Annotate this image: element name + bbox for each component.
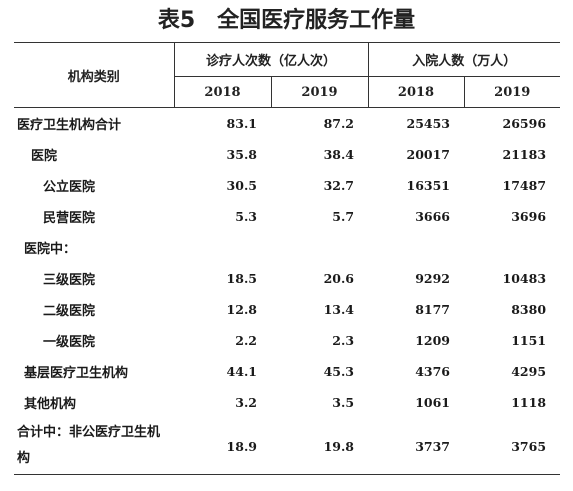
cell-visits-2018: 44.1 — [226, 364, 257, 379]
year-header-visits-2019: 2019 — [270, 76, 369, 108]
cell-admissions-2019: 4295 — [511, 364, 547, 379]
row-label: 医疗卫生机构合计 — [17, 118, 122, 133]
table-row: 一级医院 2.2 2.3 1209 1151 — [14, 325, 560, 356]
cell-admissions-2019: 1151 — [511, 333, 547, 348]
cell-admissions-2019: 1118 — [511, 395, 547, 410]
cell-admissions-2018: 25453 — [406, 116, 451, 131]
cell-admissions-2019: 8380 — [511, 302, 547, 317]
cell-admissions-2019: 3765 — [464, 418, 561, 475]
table-row: 民营医院 5.3 5.7 3666 3696 — [14, 201, 560, 232]
cell-admissions-2019 — [464, 232, 560, 263]
cell-admissions-2018: 20017 — [406, 147, 451, 162]
cell-visits-2018: 3.2 — [235, 395, 257, 410]
cell-admissions-2018: 3737 — [368, 418, 465, 475]
cell-admissions-2018: 9292 — [415, 271, 451, 286]
cell-visits-2018: 12.8 — [226, 302, 257, 317]
table-row: 医疗卫生机构合计 83.1 87.2 25453 26596 — [14, 108, 560, 140]
cell-visits-2018: 83.1 — [226, 116, 257, 131]
cell-admissions-2018: 3666 — [415, 209, 451, 224]
year-header-admissions-2019: 2019 — [463, 76, 561, 108]
row-label: 基层医疗卫生机构 — [24, 366, 129, 381]
year-header-visits-2018: 2018 — [173, 76, 271, 108]
medical-services-table: 机构类别 诊疗人次数（亿人次） 入院人数（万人） 2018 2019 2018 … — [14, 42, 561, 475]
cell-admissions-2018 — [368, 232, 464, 263]
cell-visits-2018: 18.5 — [226, 271, 257, 286]
cell-visits-2018: 18.9 — [174, 418, 271, 475]
cell-visits-2019: 13.4 — [323, 302, 355, 317]
admissions-group-header: 入院人数（万人） — [367, 42, 561, 77]
cell-visits-2018: 5.3 — [235, 209, 257, 224]
table-row: 医院中： — [14, 232, 560, 263]
table-row: 公立医院 30.5 32.7 16351 17487 — [14, 170, 560, 201]
cell-admissions-2018: 8177 — [415, 302, 451, 317]
year-header-admissions-2018: 2018 — [367, 76, 465, 108]
table-title-text: 全国医疗服务工作量 — [217, 8, 416, 33]
category-header: 机构类别 — [14, 42, 174, 108]
cell-visits-2018: 30.5 — [226, 178, 257, 193]
row-label: 医院中： — [24, 242, 77, 257]
table-title: 表5 全国医疗服务工作量 — [0, 4, 573, 38]
row-label: 三级医院 — [43, 273, 96, 288]
row-label: 一级医院 — [43, 335, 96, 350]
cell-visits-2019: 87.2 — [323, 116, 355, 131]
cell-visits-2018 — [174, 232, 271, 263]
cell-visits-2019: 19.8 — [271, 418, 369, 475]
cell-admissions-2019: 17487 — [502, 178, 547, 193]
cell-admissions-2019: 26596 — [502, 116, 547, 131]
table-row: 其他机构 3.2 3.5 1061 1118 — [14, 387, 560, 418]
table-row: 基层医疗卫生机构 44.1 45.3 4376 4295 — [14, 356, 560, 387]
cell-visits-2018: 2.2 — [235, 333, 257, 348]
cell-visits-2019: 2.3 — [332, 333, 355, 348]
cell-admissions-2019: 10483 — [502, 271, 547, 286]
table-number: 表5 — [157, 8, 196, 33]
cell-admissions-2018: 4376 — [415, 364, 451, 379]
cell-visits-2019: 32.7 — [323, 178, 355, 193]
cell-visits-2019: 38.4 — [323, 147, 355, 162]
cell-visits-2019 — [271, 232, 368, 263]
row-label: 医院 — [31, 149, 58, 164]
table-row: 医院 35.8 38.4 20017 21183 — [14, 139, 560, 170]
cell-admissions-2019: 3696 — [511, 209, 547, 224]
cell-admissions-2019: 21183 — [502, 147, 547, 162]
row-label: 二级医院 — [43, 304, 96, 319]
row-label: 合计中：非公医疗卫生机构 — [14, 418, 174, 475]
visits-group-header: 诊疗人次数（亿人次） — [173, 42, 369, 77]
cell-visits-2018: 35.8 — [226, 147, 257, 162]
cell-visits-2019: 45.3 — [323, 364, 355, 379]
row-label: 公立医院 — [43, 180, 96, 195]
table-row: 三级医院 18.5 20.6 9292 10483 — [14, 263, 560, 294]
table-row: 二级医院 12.8 13.4 8177 8380 — [14, 294, 560, 325]
row-label: 其他机构 — [24, 397, 77, 412]
cell-admissions-2018: 16351 — [406, 178, 451, 193]
cell-admissions-2018: 1209 — [415, 333, 451, 348]
cell-visits-2019: 5.7 — [332, 209, 355, 224]
table-row: 合计中：非公医疗卫生机构 18.9 19.8 3737 3765 — [14, 418, 561, 475]
cell-visits-2019: 3.5 — [332, 395, 355, 410]
row-label: 民营医院 — [43, 211, 96, 226]
cell-admissions-2018: 1061 — [415, 395, 451, 410]
cell-visits-2019: 20.6 — [323, 271, 355, 286]
